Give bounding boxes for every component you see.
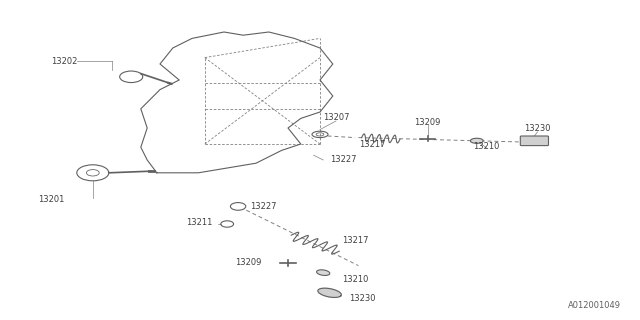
Text: 13211: 13211 bbox=[186, 218, 212, 227]
Text: 13209: 13209 bbox=[414, 118, 441, 127]
Text: 13209: 13209 bbox=[236, 258, 262, 267]
Text: 13217: 13217 bbox=[359, 140, 386, 148]
Text: 13210: 13210 bbox=[473, 142, 500, 151]
Text: 13210: 13210 bbox=[342, 275, 369, 284]
Text: 13227: 13227 bbox=[250, 202, 276, 211]
Text: 13230: 13230 bbox=[349, 294, 375, 303]
Text: 13201: 13201 bbox=[38, 195, 65, 204]
FancyBboxPatch shape bbox=[520, 136, 548, 146]
Text: 13207: 13207 bbox=[323, 113, 349, 122]
Ellipse shape bbox=[317, 270, 330, 276]
Polygon shape bbox=[318, 288, 341, 297]
Text: 13230: 13230 bbox=[524, 124, 551, 133]
Text: 13227: 13227 bbox=[330, 155, 356, 164]
Text: 13217: 13217 bbox=[342, 236, 369, 245]
Ellipse shape bbox=[470, 138, 483, 143]
Text: A012001049: A012001049 bbox=[568, 301, 621, 310]
Text: 13202: 13202 bbox=[51, 57, 77, 66]
